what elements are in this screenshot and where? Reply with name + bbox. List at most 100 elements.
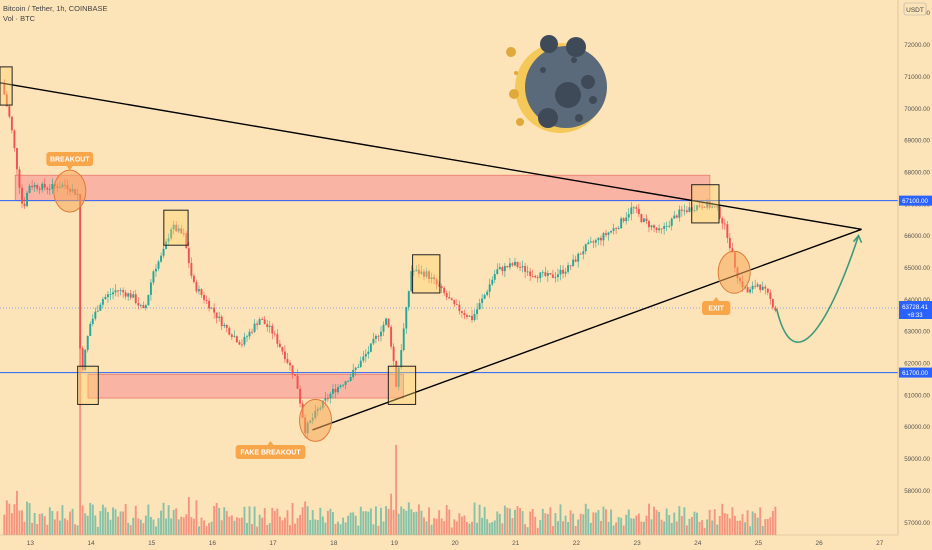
volume-bar <box>723 513 726 535</box>
candle-body <box>263 319 266 325</box>
volume-bar <box>268 523 271 535</box>
candle-body <box>21 187 23 204</box>
candle-body <box>412 271 415 272</box>
candle-body <box>726 224 729 238</box>
volume-bar <box>167 505 170 535</box>
x-tick-label: 19 <box>391 540 399 547</box>
candle-body <box>620 218 623 229</box>
volume-bar <box>759 507 762 535</box>
callout-text: FAKE BREAKOUT <box>240 450 301 457</box>
volume-bar <box>703 527 706 535</box>
candle-body <box>139 305 142 306</box>
callout-box <box>701 301 731 315</box>
candle-body <box>473 313 476 321</box>
volume-bar <box>519 508 522 535</box>
candle-body <box>481 298 484 304</box>
candle-body <box>112 292 114 295</box>
currency-box <box>903 2 927 16</box>
volume-bar <box>506 507 509 535</box>
candle-body <box>486 291 489 295</box>
volume-bar <box>640 521 643 535</box>
candle-body <box>96 310 99 312</box>
volume-bar <box>458 513 461 535</box>
volume-bar <box>739 520 741 535</box>
volume-bar <box>665 508 668 535</box>
volume-bar <box>357 525 360 535</box>
volume-bar <box>263 508 266 535</box>
volume-bar <box>653 506 655 535</box>
candle-body <box>524 266 527 272</box>
volume-bar <box>685 525 688 535</box>
volume-bar <box>498 513 501 535</box>
volume-bar <box>112 507 114 535</box>
candle-body <box>572 259 575 267</box>
y-tick-label: 60000.00 <box>904 424 930 431</box>
volume-bar <box>471 521 473 535</box>
volume-bar <box>109 519 112 535</box>
level-label-box-0 <box>899 195 932 206</box>
volume-bar <box>392 509 395 535</box>
volume-bar <box>15 490 18 535</box>
candle-body <box>771 298 774 308</box>
volume-bar <box>13 504 16 535</box>
volume-bar <box>731 507 734 535</box>
candle-body <box>354 367 357 370</box>
volume-bar <box>526 527 529 535</box>
candle-body <box>693 210 696 211</box>
volume-bar <box>76 525 79 535</box>
volume-bar <box>266 524 269 535</box>
candle-body <box>377 335 380 337</box>
volume-bar <box>390 493 393 535</box>
x-tick-label: 18 <box>330 540 338 547</box>
volume-bar <box>486 519 489 535</box>
y-tick-label: 63000.00 <box>904 329 930 336</box>
volume-bar <box>645 515 648 535</box>
volume-bar <box>124 503 127 535</box>
volume-bar <box>642 521 645 535</box>
volume-bar <box>337 521 339 535</box>
volume-bar <box>713 509 716 535</box>
volume-bar <box>577 519 580 535</box>
volume-bar <box>476 522 479 535</box>
candle-body <box>534 276 537 278</box>
candle-body <box>362 356 365 361</box>
candle-body <box>23 203 26 207</box>
zone-1 <box>87 373 404 399</box>
candle-body <box>680 209 683 211</box>
candle-body <box>478 303 481 310</box>
volume-bar <box>334 523 337 535</box>
volume-bar <box>18 510 21 535</box>
volume-bar <box>203 520 205 535</box>
volume-bar <box>165 518 168 535</box>
callout-box <box>46 152 94 166</box>
candle-body <box>567 265 570 272</box>
volume-bar <box>86 515 89 535</box>
candle-body <box>759 284 762 291</box>
volume-bar <box>488 523 491 535</box>
candle-body <box>117 290 120 292</box>
candle-body <box>273 333 276 335</box>
candle-body <box>210 307 213 309</box>
volume-bar <box>678 506 681 535</box>
candle-body <box>349 376 352 381</box>
volume-bar <box>397 513 400 535</box>
candle-body <box>430 277 433 280</box>
candle-body <box>233 336 236 338</box>
candle-body <box>453 299 456 305</box>
volume-bar <box>51 510 54 535</box>
candle-body <box>225 324 228 328</box>
volume-bar <box>746 510 749 535</box>
x-tick-label: 17 <box>269 540 277 547</box>
moon-icon <box>506 35 607 133</box>
volume-bar <box>385 506 388 535</box>
volume-bar <box>544 513 547 535</box>
candle-body <box>642 218 645 222</box>
volume-bar <box>688 518 691 535</box>
candle-body <box>200 289 203 295</box>
candle-body <box>460 311 463 313</box>
candle-body <box>749 289 752 293</box>
volume-bar <box>74 524 77 535</box>
volume-bar <box>764 519 767 535</box>
volume-bar <box>213 505 216 535</box>
